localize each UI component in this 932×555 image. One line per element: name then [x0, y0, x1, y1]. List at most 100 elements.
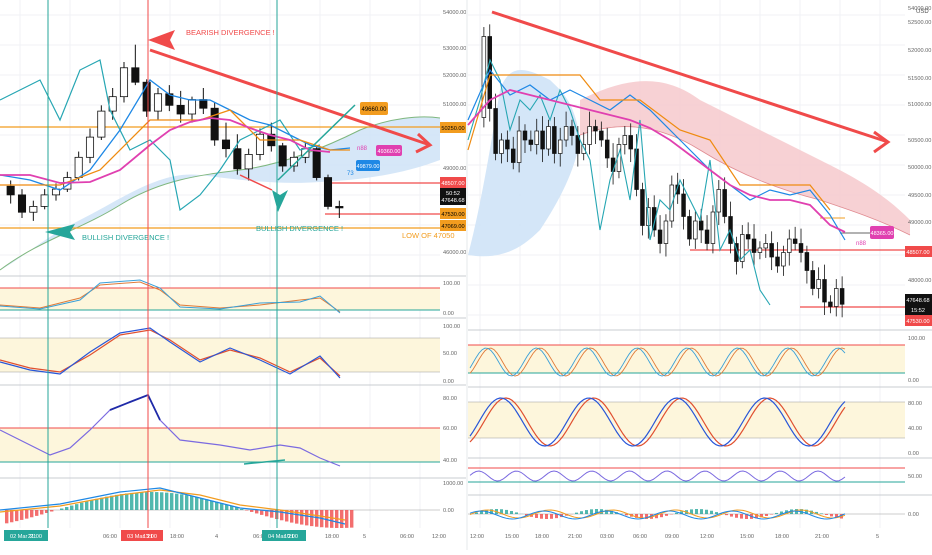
left-ind4-bar — [120, 494, 123, 510]
left-ind4-bar — [170, 493, 173, 510]
right-axis-label: 40.00 — [908, 426, 922, 432]
left-axis-label: 49000.00 — [443, 166, 466, 172]
right-ind4-bar — [590, 509, 593, 514]
left-ind4-bar — [60, 509, 63, 510]
right-ind4-bar — [825, 514, 828, 515]
left-axis-label: 80.00 — [443, 396, 457, 402]
left-ind4-bar — [85, 501, 88, 510]
right-axis-label: 52000.00 — [908, 48, 931, 54]
right-ind4-bar — [765, 514, 768, 516]
right-time-label: 03:00 — [600, 534, 614, 540]
left-axis-label: 100.00 — [443, 324, 460, 330]
right-ind4-bar — [775, 513, 778, 514]
right-candle-body — [711, 212, 715, 244]
right-axis-label: 48000.00 — [908, 278, 931, 284]
right-ind4-bar — [710, 511, 713, 514]
left-candle-body — [132, 68, 139, 82]
right-time-label: 5 — [876, 534, 879, 540]
left-ind4-bar — [250, 510, 253, 512]
left-ind4-bar — [135, 493, 138, 510]
right-time-label: 12:00 — [470, 534, 484, 540]
left-candle-body — [177, 105, 184, 114]
right-candle-body — [641, 190, 645, 226]
right-candle-body — [682, 194, 686, 217]
right-candle-body — [605, 140, 609, 158]
left-candle-body — [313, 149, 320, 178]
right-badge-48365: 48365.00 — [870, 226, 894, 239]
svg-text:48365.00: 48365.00 — [871, 231, 894, 237]
left-time-label: 06:00 — [103, 534, 117, 540]
left-axis-label: 1000.00 — [443, 481, 463, 487]
left-ind4-bar — [110, 496, 113, 510]
left-bullish-divergence-label-1: BULLISH DIVERGENCE ! — [82, 233, 169, 242]
right-candle-body — [511, 149, 515, 163]
left-ind4-bar — [80, 503, 83, 510]
left-ind4-bar — [15, 510, 18, 521]
left-ind4-bar — [65, 507, 68, 510]
left-axis-label: 51000.00 — [443, 102, 466, 108]
left-ind4-bar — [205, 499, 208, 510]
left-candle-body — [75, 157, 82, 177]
right-time-label: 21:00 — [568, 534, 582, 540]
left-time-label: 18:00 — [325, 534, 339, 540]
left-time-label: 18:00 — [170, 534, 184, 540]
left-ind4-bar — [345, 510, 348, 528]
left-axis-label: 0.00 — [443, 508, 454, 514]
right-candle-body — [723, 190, 727, 217]
right-candle-body — [688, 217, 692, 240]
right-ind4-bar — [675, 513, 678, 514]
left-axis-label: 46000.00 — [443, 250, 466, 256]
left-ind4-bar — [255, 510, 258, 513]
right-axis-label: 49500.00 — [908, 193, 931, 199]
left-ind4-bar — [210, 500, 213, 510]
left-ind4-bar — [160, 492, 163, 510]
left-ind4-bar — [115, 495, 118, 510]
svg-text:49360.00: 49360.00 — [378, 149, 401, 155]
right-candle-body — [535, 131, 539, 145]
right-axis-label: 15:52 — [911, 308, 925, 314]
right-candle-body — [834, 289, 838, 307]
right-time-label: 06:00 — [633, 534, 647, 540]
right-candle-body — [705, 230, 709, 244]
left-ind4-bar — [315, 510, 318, 527]
left-axis-label: 54000.00 — [443, 10, 466, 16]
svg-text:49660.00: 49660.00 — [361, 107, 387, 113]
left-ind4-bar — [150, 492, 153, 510]
right-ind4-bar — [510, 511, 513, 514]
right-ind4-bar — [550, 514, 553, 519]
right-time-label: 09:00 — [665, 534, 679, 540]
left-ind4-bar — [40, 510, 43, 514]
right-candle-body — [799, 244, 803, 253]
right-ind4-bar — [660, 514, 663, 517]
left-badge-49360: 49360.00 — [376, 145, 402, 156]
right-candle-body — [594, 127, 598, 132]
left-ind4-bar — [20, 510, 23, 520]
right-axis-label: 50000.00 — [908, 165, 931, 171]
left-axis-label: 0.00 — [443, 311, 454, 317]
left-ind1-band — [0, 288, 440, 310]
right-axis-label: 0.00 — [908, 451, 919, 457]
right-ind4-bar — [700, 509, 703, 514]
left-ind4-bar — [180, 494, 183, 510]
right-axis-label: 50500.00 — [908, 138, 931, 144]
left-ind4-bar — [195, 497, 198, 510]
right-candle-body — [629, 136, 633, 150]
right-axis-label: 47648.68 — [906, 298, 929, 304]
right-axis-label: 100.00 — [908, 336, 925, 342]
right-axis-label: 50.00 — [908, 474, 922, 480]
right-ind4-bar — [715, 512, 718, 514]
right-ind4-bar — [735, 514, 738, 518]
right-candle-body — [541, 131, 545, 149]
right-small-label-1: n88 — [856, 241, 867, 247]
left-candle-body — [324, 178, 331, 207]
right-candle-body — [805, 253, 809, 271]
left-candle-body — [279, 146, 286, 166]
right-ind4-bar — [830, 514, 833, 516]
left-candle-body — [222, 140, 229, 149]
right-axis-label: 80.00 — [908, 401, 922, 407]
left-time-label: 21:00 — [28, 534, 42, 540]
left-low-of-label: LOW OF 47050 — [402, 231, 455, 240]
left-candle-body — [188, 100, 195, 114]
left-ind4-bar — [165, 493, 168, 510]
